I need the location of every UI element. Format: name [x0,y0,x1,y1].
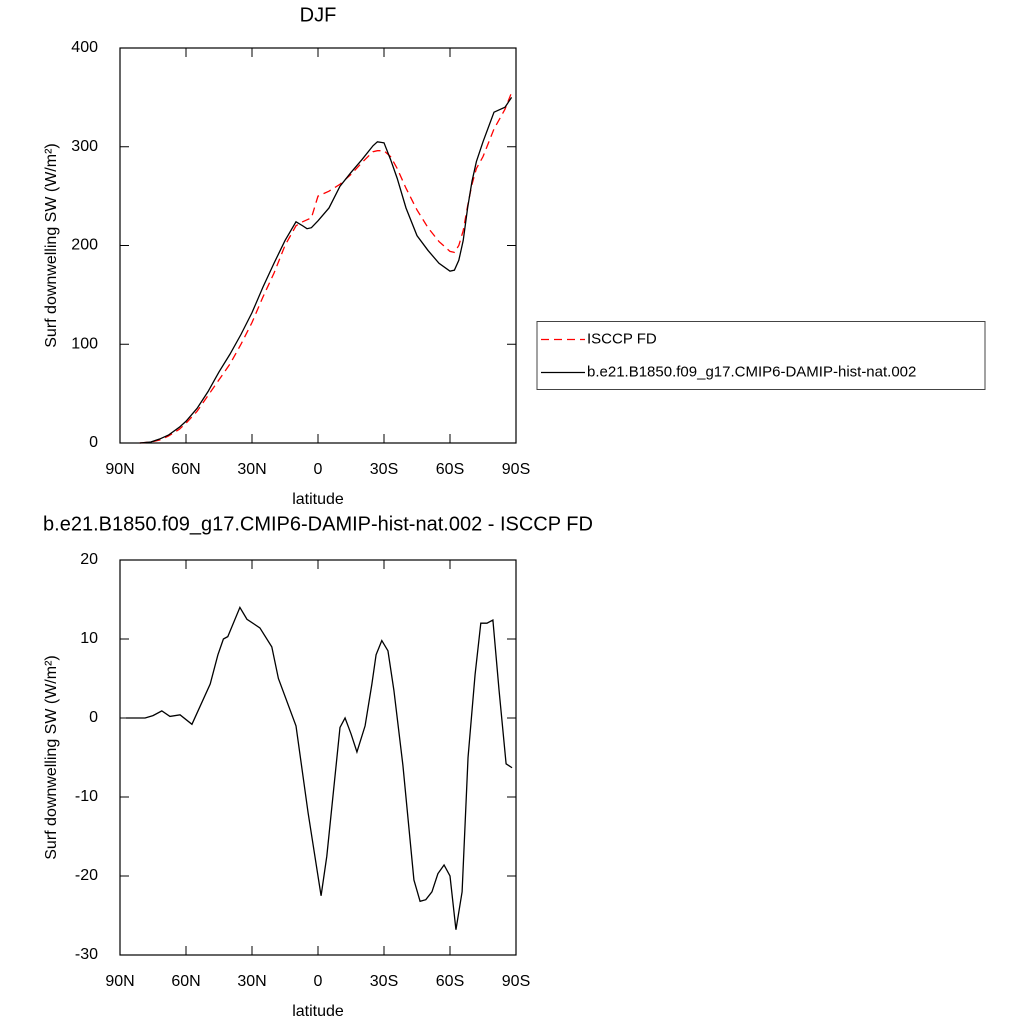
chart-title: DJF [300,4,337,26]
plot-frame [119,559,517,956]
y-tick-label: 100 [71,335,98,352]
y-tick-label: 400 [71,39,98,56]
x-tick-label: 60S [436,461,464,478]
y-tick-label: 0 [89,434,98,451]
x-tick-label: 60N [171,461,200,478]
data-line [125,605,513,930]
x-tick-label: 30S [370,461,398,478]
y-tick-label: -20 [75,867,98,884]
x-tick-label: 0 [314,461,323,478]
y-tick-label: 300 [71,138,98,155]
x-axis-label: latitude [292,491,344,508]
y-axis-label: Surf downwelling SW (W/m²) [43,143,60,347]
data-line [139,97,513,444]
y-axis-label: Surf downwelling SW (W/m²) [43,655,60,859]
x-tick-label: 90N [105,973,134,990]
x-tick-label: 90N [105,461,134,478]
y-tick-label: 0 [89,709,98,726]
x-tick-label: 0 [314,973,323,990]
x-tick-label: 30S [370,973,398,990]
x-axis-label: latitude [292,1003,344,1020]
y-tick-label: -10 [75,788,98,805]
x-tick-label: 90S [502,461,530,478]
x-tick-label: 60S [436,973,464,990]
x-tick-label: 30N [237,461,266,478]
legend-box [536,321,986,390]
y-tick-label: -30 [75,946,98,963]
y-tick-label: 200 [71,237,98,254]
chart-title: b.e21.B1850.f09_g17.CMIP6-DAMIP-hist-nat… [43,513,593,535]
x-tick-label: 60N [171,973,200,990]
legend-label: ISCCP FD [587,330,657,347]
y-tick-label: 20 [80,551,98,568]
legend-label: b.e21.B1850.f09_g17.CMIP6-DAMIP-hist-nat… [587,363,916,380]
x-tick-label: 90S [502,973,530,990]
y-tick-label: 10 [80,630,98,647]
plot-frame [119,47,517,444]
x-tick-label: 30N [237,973,266,990]
